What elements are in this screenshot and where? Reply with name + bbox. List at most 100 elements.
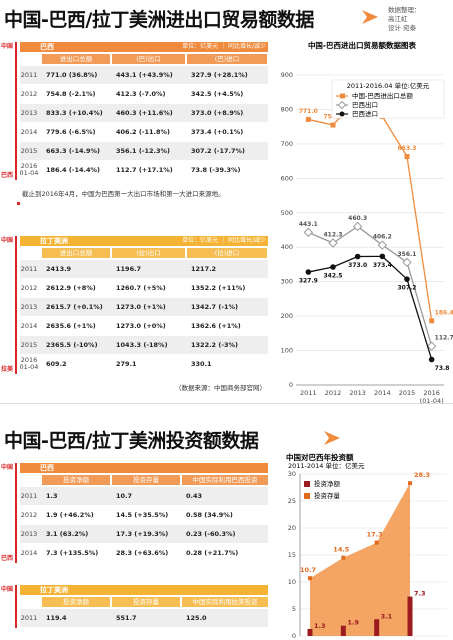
table-cell: 17.3 (+19.3%) [116,530,169,538]
bar [407,596,413,636]
data-label: 17.3 [367,531,383,539]
table-cell: 771.0 (36.8%) [46,71,98,79]
row-background [20,525,268,543]
row-year: 2012 [20,89,38,98]
table-cell: 119.4 [46,614,67,622]
column-header: 投资净额 [42,475,110,485]
side-label: 中国 [1,237,14,244]
table-cell: 2365.5 (-10%) [46,341,98,349]
side-line [15,585,17,628]
table-cell: 0.58 (34.9%) [186,511,233,519]
row-background [20,142,268,160]
table-cell: 0.43 [186,492,203,500]
y-tick-label: 30 [288,470,296,478]
y-tick-label: 20 [288,524,296,532]
legend-label: 巴西进口 [352,110,378,118]
marker [341,555,346,560]
row-year: 2011 [20,491,38,500]
table-cell: 833.3 (+10.4%) [46,109,103,117]
table-cell: 28.3 (+63.6%) [116,549,169,557]
marker [428,356,435,363]
table-cell: 3.1 (63.2%) [46,530,89,538]
y-tick-label: 15 [288,551,296,559]
data-label: 10.7 [300,566,316,574]
table-cell: 1352.2 (+11%) [191,284,246,292]
side-label: 巴西 [1,555,14,562]
row-year: 2015 [20,146,38,155]
data-label: 373.4 [373,262,392,269]
data-label: 406.2 [373,234,392,241]
table-cell: 73.8 (-39.3%) [191,166,241,174]
marker [352,221,363,232]
table-cell: 1273.0 (+1%) [116,303,166,311]
table-cell: 406.2 (-11.8%) [116,128,171,136]
table-cell: 279.1 [116,360,137,368]
data-label: 356.1 [398,251,417,258]
table-cell: 7.3 (+135.5%) [46,549,99,557]
marker [305,269,312,275]
note-bullet [17,202,20,205]
table-cell: 186.4 (-14.4%) [46,166,101,174]
legend-box [331,79,445,119]
trade-chart: 中国-巴西进出口贸易额数据图表 0 100 200 300 400 500 600 700 800… [281,40,453,389]
table-cell: 754.8 (-2.1%) [46,90,96,98]
marker [303,227,314,238]
x-tick-label: 2014 [374,389,391,397]
row-year: 2016 01-04 [19,162,39,177]
data-label: 7.3 [414,590,426,598]
data-label: 412.3 [324,231,343,238]
data-label: 112.7 [435,335,453,342]
legend-label: 中国-巴西进出口总额 [352,91,413,100]
column-header: 投资存量 [112,597,180,607]
y-tick-label: 800 [281,105,293,113]
table-band [20,585,268,595]
marker [429,318,435,324]
y-tick-label: 10 [288,578,296,586]
y-tick-label: 100 [281,347,293,355]
legend-marker [339,111,345,117]
marker [377,240,388,250]
table-cell: 0.28 (+21.7%) [186,549,239,557]
table-cell: 779.6 (-6.5%) [46,128,96,136]
table-cell: 1043.3 (-18%) [116,341,168,349]
data-label: 307.2 [398,285,417,292]
table-cell: 609.2 [46,360,67,368]
column-header: 投资存量 [112,475,180,485]
data-label: 460.3 [348,215,367,222]
row-year: 2015 [20,340,38,349]
bar [340,625,346,636]
marker [328,238,338,248]
row-year: 2011 [20,70,38,79]
column-header: (拉)进口 [187,248,267,258]
x-tick-label: 2016 (01-04) [419,389,444,405]
table-cell: 307.2 (-17.7%) [191,147,246,155]
column-header: (拉)出口 [112,248,185,258]
table-label: 拉丁美洲 [40,586,68,594]
table-cell: 460.3 (+11.6%) [116,109,173,117]
row-background [20,66,268,84]
row-background [20,487,268,505]
marker [402,257,412,268]
y-tick-label: 300 [281,278,293,286]
side-line [15,42,17,180]
row-background [20,104,268,122]
x-tick-label: 2015 [398,389,416,397]
row-background [20,260,268,278]
y-tick-label: 0 [289,381,293,389]
row-year: 2013 [20,108,38,117]
series-line [308,225,433,347]
y-tick-label: 900 [281,71,293,79]
row-year: 2014 [20,321,38,330]
legend-marker [340,93,345,99]
row-year: 2011 [20,613,38,622]
table-cell: 330.1 [191,360,212,368]
column-header: (巴)进口 [187,54,267,64]
marker [404,276,410,282]
table-unit: 单位：亿美元 ｜ 同比增长/减少 [182,237,266,244]
y-tick-label: 500 [281,209,293,217]
table-cell: 551.7 [116,614,137,622]
row-year: 2016 01-04 [19,356,39,371]
data-label: 28.3 [414,471,430,479]
